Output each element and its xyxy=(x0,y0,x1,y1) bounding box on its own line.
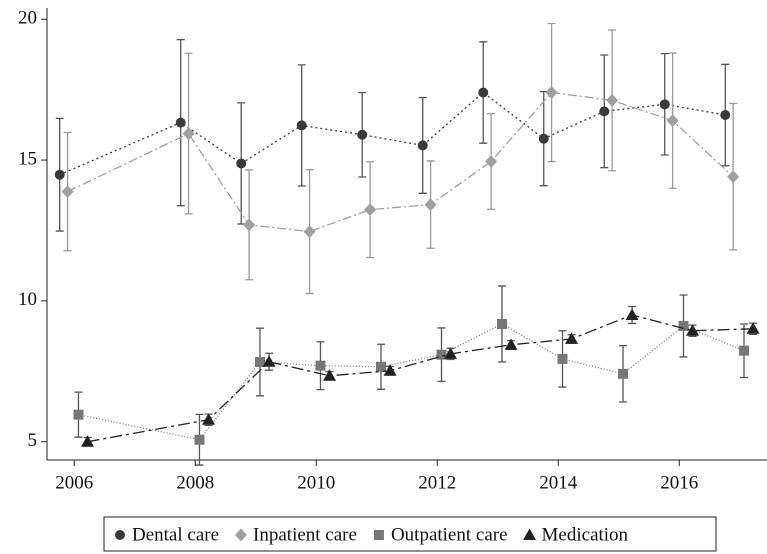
legend-label: Medication xyxy=(542,524,629,545)
data-point xyxy=(236,158,247,169)
data-point xyxy=(202,413,216,425)
y-tick-label: 15 xyxy=(18,148,37,169)
data-point xyxy=(364,203,377,217)
series-line xyxy=(87,314,754,443)
y-tick-label: 5 xyxy=(28,430,38,451)
data-point xyxy=(424,198,437,212)
data-point xyxy=(565,332,579,344)
y-tick-label: 20 xyxy=(18,8,37,29)
data-point xyxy=(315,360,326,371)
data-point xyxy=(296,120,307,131)
data-point xyxy=(606,93,619,107)
legend-marker xyxy=(115,530,125,540)
x-tick-label: 2006 xyxy=(55,472,93,493)
y-tick-label: 10 xyxy=(18,289,37,310)
data-point xyxy=(504,338,518,350)
x-tick-label: 2008 xyxy=(176,472,214,493)
data-point xyxy=(383,364,397,376)
data-point xyxy=(538,133,549,144)
data-point xyxy=(444,347,458,359)
data-point xyxy=(175,117,186,128)
data-point xyxy=(262,355,276,367)
data-point xyxy=(485,154,498,168)
series-line xyxy=(67,91,734,233)
data-point xyxy=(739,345,750,356)
legend-marker xyxy=(235,528,248,542)
data-point xyxy=(194,434,205,445)
data-point xyxy=(496,318,507,329)
data-point xyxy=(73,409,84,420)
data-point xyxy=(545,85,558,99)
data-point xyxy=(254,356,265,367)
data-point xyxy=(557,353,568,364)
series-line xyxy=(78,323,745,441)
x-tick-label: 2014 xyxy=(539,472,578,493)
data-point xyxy=(625,308,639,320)
legend-label: Outpatient care xyxy=(391,524,508,545)
data-point xyxy=(61,185,74,199)
legend-label: Dental care xyxy=(132,524,219,545)
legend-box xyxy=(103,516,717,552)
data-point xyxy=(686,324,700,336)
data-point xyxy=(357,129,368,140)
data-point xyxy=(478,87,489,98)
data-point xyxy=(659,99,670,110)
x-tick-label: 2012 xyxy=(418,472,456,493)
data-point xyxy=(243,218,256,232)
data-point xyxy=(436,349,447,360)
data-point xyxy=(417,140,428,151)
data-point xyxy=(599,106,610,117)
data-point xyxy=(746,322,760,334)
x-tick-label: 2016 xyxy=(660,472,698,493)
data-point xyxy=(182,127,195,141)
legend-marker xyxy=(523,528,537,540)
legend-label: Inpatient care xyxy=(253,524,357,545)
series-line xyxy=(59,91,726,176)
data-point xyxy=(720,110,731,121)
x-tick-label: 2010 xyxy=(297,472,335,493)
data-point xyxy=(81,435,95,447)
data-point xyxy=(303,225,316,239)
data-point xyxy=(678,320,689,331)
data-point xyxy=(54,169,65,180)
data-point xyxy=(323,369,337,381)
legend-marker xyxy=(373,530,384,540)
data-point xyxy=(727,170,740,184)
data-point xyxy=(666,114,679,128)
data-point xyxy=(618,368,628,379)
data-point xyxy=(375,361,386,372)
